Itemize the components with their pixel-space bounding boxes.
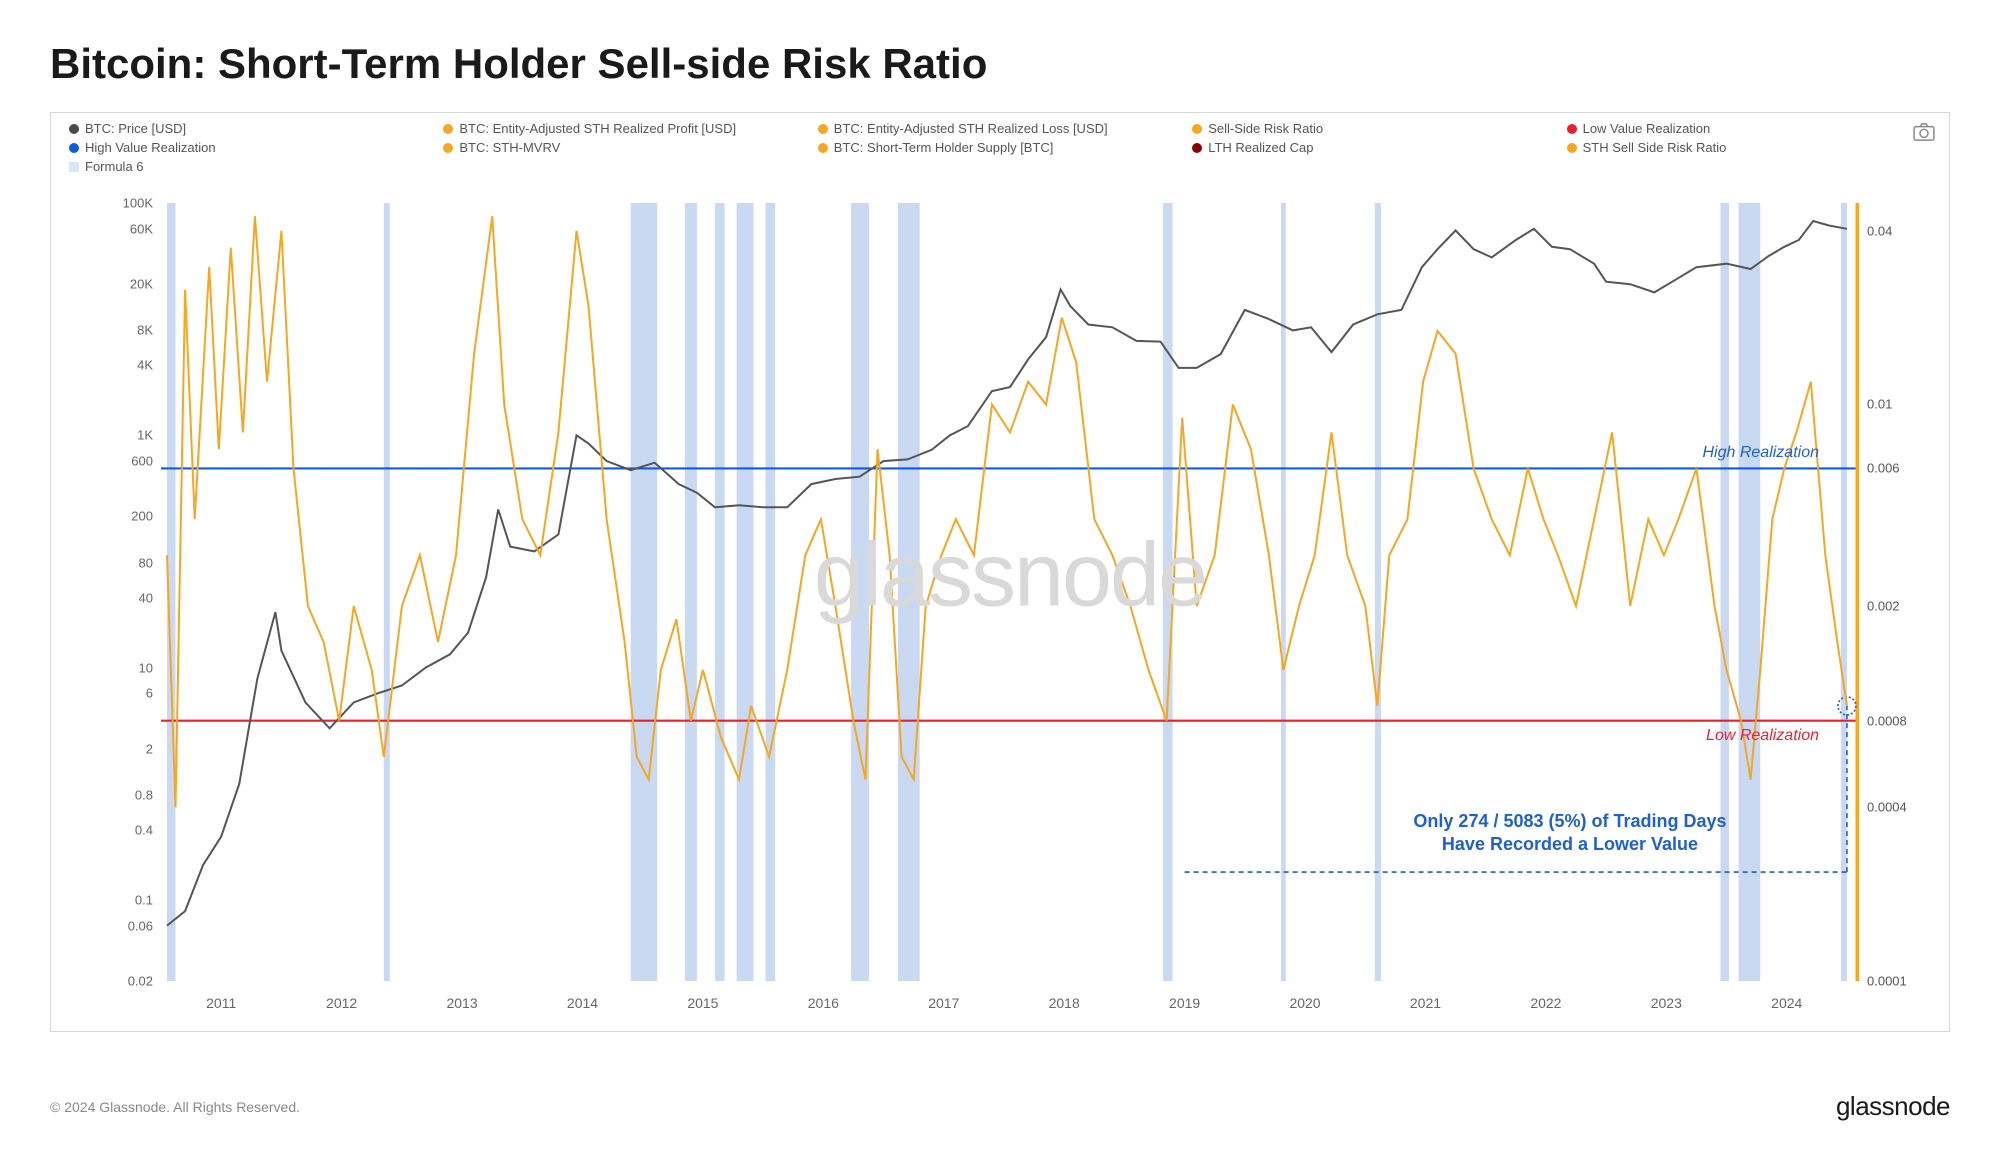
x-tick: 2012 (326, 995, 357, 1011)
y-left-tick: 40 (139, 590, 153, 605)
x-tick: 2011 (206, 995, 236, 1011)
y-left-tick: 1K (137, 428, 153, 443)
legend-swatch (1192, 143, 1202, 153)
x-tick: 2023 (1651, 995, 1682, 1011)
legend-label: High Value Realization (85, 140, 216, 155)
x-tick: 2024 (1771, 995, 1802, 1011)
footer: © 2024 Glassnode. All Rights Reserved. g… (50, 1091, 1950, 1122)
legend: BTC: Price [USD] BTC: Entity-Adjusted STH… (51, 113, 1949, 159)
legend-label: BTC: Entity-Adjusted STH Realized Profit… (459, 121, 736, 136)
callout-line2: Have Recorded a Lower Value (1413, 833, 1726, 856)
y-left-tick: 4K (137, 358, 153, 373)
camera-icon[interactable] (1913, 123, 1935, 141)
legend-label: LTH Realized Cap (1208, 140, 1313, 155)
y-left-tick: 0.1 (135, 892, 153, 907)
legend-swatch (1567, 124, 1577, 134)
legend-formula: Formula 6 (51, 159, 1949, 178)
y-right-tick: 0.006 (1867, 461, 1900, 476)
y-right-tick: 0.002 (1867, 598, 1900, 613)
y-right-tick: 0.0004 (1867, 800, 1907, 815)
legend-item[interactable]: BTC: Price [USD] (69, 121, 433, 136)
legend-label: Low Value Realization (1583, 121, 1711, 136)
legend-item[interactable]: STH Sell Side Risk Ratio (1567, 140, 1931, 155)
y-left-tick: 8K (137, 323, 153, 338)
x-tick: 2015 (687, 995, 718, 1011)
legend-item[interactable]: LTH Realized Cap (1192, 140, 1556, 155)
high-realization-label: High Realization (1702, 444, 1819, 462)
x-tick: 2014 (567, 995, 598, 1011)
legend-swatch (443, 124, 453, 134)
plot-area: glassnode High Realization Low Realizati… (161, 203, 1859, 981)
chart-svg (161, 203, 1859, 981)
y-left-tick: 80 (139, 555, 153, 570)
y-left-tick: 2 (146, 741, 153, 756)
legend-swatch (69, 143, 79, 153)
formula-swatch (69, 162, 79, 172)
legend-swatch (818, 143, 828, 153)
legend-swatch (1567, 143, 1577, 153)
x-tick: 2020 (1289, 995, 1320, 1011)
chart-container: BTC: Price [USD] BTC: Entity-Adjusted STH… (50, 112, 1950, 1032)
x-tick: 2018 (1049, 995, 1080, 1011)
y-left-tick: 100K (123, 196, 153, 211)
y-left-tick: 60K (130, 221, 153, 236)
legend-item[interactable]: BTC: STH-MVRV (443, 140, 807, 155)
legend-swatch (443, 143, 453, 153)
legend-item[interactable]: BTC: Entity-Adjusted STH Realized Loss [… (818, 121, 1182, 136)
legend-label: STH Sell Side Risk Ratio (1583, 140, 1727, 155)
copyright: © 2024 Glassnode. All Rights Reserved. (50, 1099, 300, 1115)
y-left-tick: 6 (146, 686, 153, 701)
legend-label: BTC: Price [USD] (85, 121, 186, 136)
y-axis-left: 0.020.060.10.40.8261040802006001K4K8K20K… (51, 203, 161, 981)
y-right-tick: 0.0001 (1867, 974, 1907, 989)
callout-line1: Only 274 / 5083 (5%) of Trading Days (1413, 810, 1726, 833)
legend-label: Sell-Side Risk Ratio (1208, 121, 1323, 136)
y-left-tick: 10 (139, 660, 153, 675)
x-tick: 2016 (808, 995, 839, 1011)
y-left-tick: 0.8 (135, 787, 153, 802)
x-tick: 2021 (1410, 995, 1441, 1011)
y-left-tick: 0.06 (128, 918, 153, 933)
y-axis-right: 0.00010.00040.00080.0020.0060.010.04 (1859, 203, 1949, 981)
legend-swatch (69, 124, 79, 134)
y-right-tick: 0.0008 (1867, 713, 1907, 728)
legend-item[interactable]: BTC: Short-Term Holder Supply [BTC] (818, 140, 1182, 155)
y-left-tick: 200 (131, 509, 153, 524)
y-right-tick: 0.01 (1867, 397, 1892, 412)
legend-label: BTC: Short-Term Holder Supply [BTC] (834, 140, 1054, 155)
legend-label: BTC: Entity-Adjusted STH Realized Loss [… (834, 121, 1108, 136)
legend-item[interactable]: High Value Realization (69, 140, 433, 155)
x-tick: 2022 (1530, 995, 1561, 1011)
brand-logo: glassnode (1836, 1091, 1950, 1122)
y-right-tick: 0.04 (1867, 223, 1892, 238)
y-left-tick: 600 (131, 454, 153, 469)
legend-swatch (1192, 124, 1202, 134)
y-left-tick: 0.02 (128, 974, 153, 989)
formula-label: Formula 6 (85, 159, 144, 174)
legend-item[interactable]: Sell-Side Risk Ratio (1192, 121, 1556, 136)
x-tick: 2017 (928, 995, 959, 1011)
chart-title: Bitcoin: Short-Term Holder Sell-side Ris… (50, 40, 1950, 88)
low-realization-label: Low Realization (1706, 727, 1819, 745)
legend-item[interactable]: Low Value Realization (1567, 121, 1931, 136)
legend-item[interactable]: BTC: Entity-Adjusted STH Realized Profit… (443, 121, 807, 136)
x-tick: 2019 (1169, 995, 1200, 1011)
y-left-tick: 20K (130, 277, 153, 292)
legend-swatch (818, 124, 828, 134)
x-tick: 2013 (446, 995, 477, 1011)
legend-label: BTC: STH-MVRV (459, 140, 560, 155)
callout-text: Only 274 / 5083 (5%) of Trading Days Hav… (1413, 810, 1726, 857)
y-left-tick: 0.4 (135, 822, 153, 837)
